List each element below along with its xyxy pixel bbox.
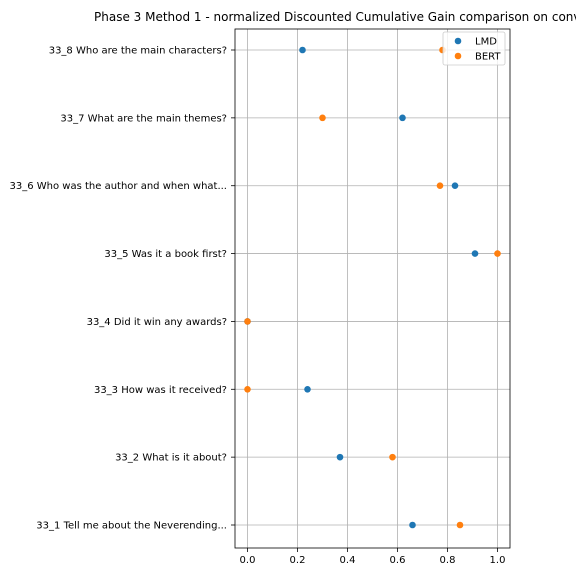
y-tick-label: 33_2 What is it about? <box>115 453 227 464</box>
x-tick-label: 1.0 <box>490 555 506 566</box>
point-lmd <box>399 114 406 122</box>
point-lmd <box>451 182 459 190</box>
point-lmd <box>409 521 416 529</box>
x-tick-label: 0.8 <box>440 555 456 566</box>
point-bert <box>389 453 396 461</box>
point-bert <box>436 182 444 190</box>
point-lmd <box>304 385 311 393</box>
point-bert <box>244 385 251 393</box>
legend: LMD BERT <box>442 31 506 66</box>
legend-marker-bert <box>454 52 462 60</box>
point-lmd <box>336 453 344 461</box>
legend-label-bert: BERT <box>475 52 501 63</box>
y-tick-label: 33_3 How was it received? <box>94 385 227 396</box>
x-axis: 0.0 0.2 0.4 0.6 0.8 1.0 <box>240 548 506 566</box>
x-tick-label: 0.2 <box>290 555 306 566</box>
grid-layer <box>235 29 510 548</box>
y-tick-label: 33_7 What are the main themes? <box>60 113 227 124</box>
chart-title: Phase 3 Method 1 - normalized Discounted… <box>94 10 576 24</box>
legend-label-lmd: LMD <box>475 37 497 48</box>
x-tick-label: 0.6 <box>390 555 406 566</box>
x-tick-label: 0.0 <box>240 555 256 566</box>
y-tick-label: 33_8 Who are the main characters? <box>49 46 227 57</box>
plot-frame <box>234 28 511 549</box>
point-lmd <box>471 250 479 257</box>
x-tick-label: 0.4 <box>340 555 356 566</box>
y-tick-label: 33_4 Did it win any awards? <box>87 317 227 328</box>
point-bert <box>456 521 464 529</box>
y-tick-label: 33_6 Who was the author and when what... <box>10 181 228 192</box>
point-bert <box>494 250 501 257</box>
legend-marker-lmd <box>454 37 462 45</box>
data-points <box>244 46 501 529</box>
point-bert <box>319 114 326 122</box>
y-tick-label: 33_1 Tell me about the Neverending... <box>36 521 227 532</box>
point-lmd <box>299 46 306 54</box>
y-axis: 33_8 Who are the main characters? 33_7 Wh… <box>10 46 235 532</box>
point-bert <box>244 318 251 325</box>
y-tick-label: 33_5 Was it a book first? <box>104 249 227 260</box>
